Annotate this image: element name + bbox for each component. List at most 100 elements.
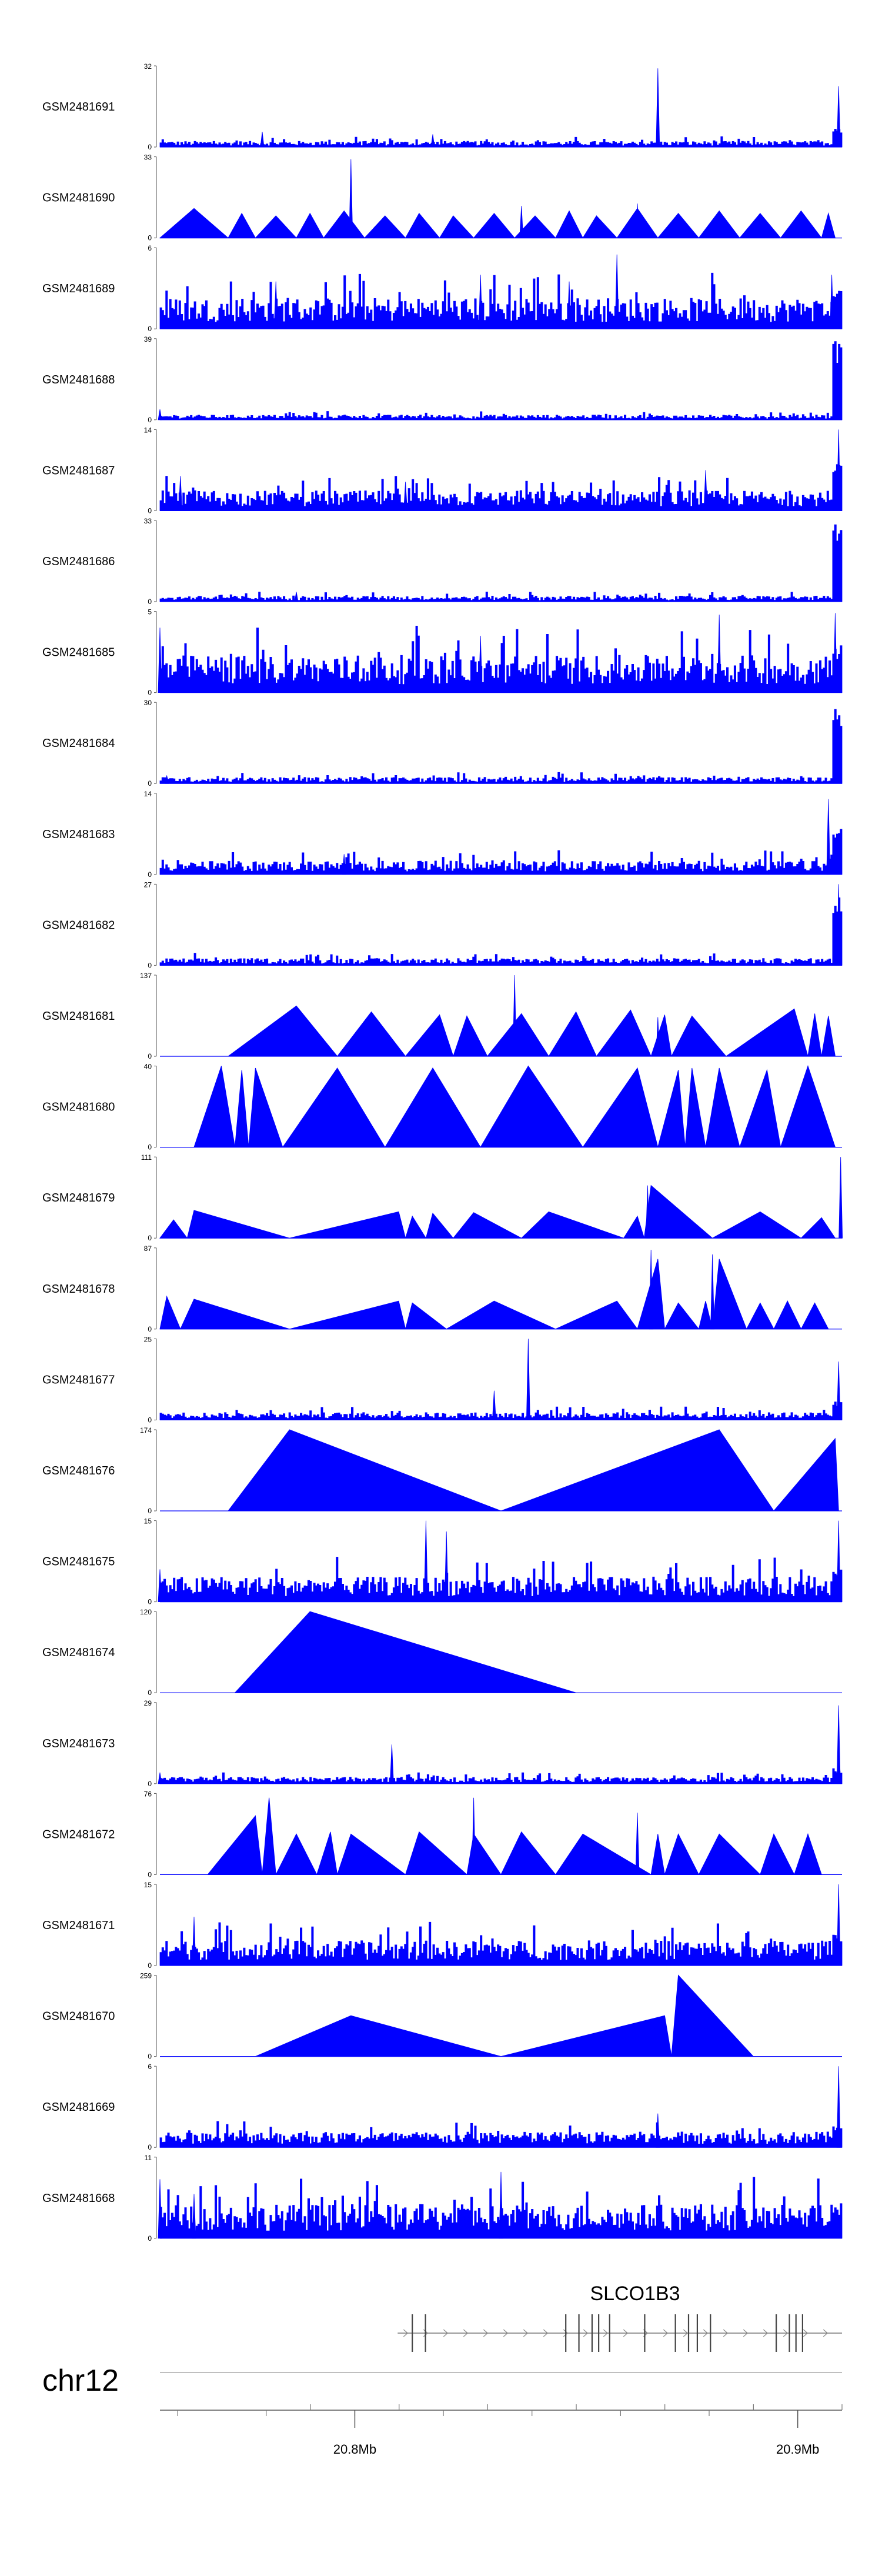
strand-arrow bbox=[503, 2329, 509, 2337]
track-GSM2481687: GSM2481687 14 0 bbox=[42, 426, 843, 515]
coverage-peak bbox=[836, 1520, 841, 1603]
y-tick-label-zero: 0 bbox=[148, 1870, 152, 1878]
y-tick-label-zero: 0 bbox=[148, 143, 152, 151]
y-tick-label-max: 32 bbox=[144, 62, 152, 71]
coverage-area bbox=[159, 1557, 843, 1602]
y-tick-label-max: 33 bbox=[144, 154, 152, 162]
track-label: GSM2481681 bbox=[42, 1010, 115, 1023]
track-GSM2481681: GSM2481681 137 0 bbox=[42, 972, 842, 1060]
y-tick-label-max: 5 bbox=[148, 608, 152, 616]
coverage-area bbox=[207, 1797, 822, 1875]
coverage-peak bbox=[158, 628, 162, 693]
track-label: GSM2481676 bbox=[42, 1464, 115, 1477]
y-tick-label-zero: 0 bbox=[148, 1234, 152, 1242]
coverage-peak bbox=[635, 1813, 640, 1875]
coverage-area bbox=[159, 897, 843, 966]
coverage-area bbox=[159, 272, 843, 329]
y-tick-label-max: 11 bbox=[145, 2154, 152, 2162]
strand-arrow bbox=[583, 2329, 589, 2337]
gene-model bbox=[397, 2314, 842, 2352]
y-tick-label-zero: 0 bbox=[148, 2143, 152, 2151]
y-tick-label-zero: 0 bbox=[148, 234, 152, 242]
track-GSM2481682: GSM2481682 27 0 bbox=[42, 880, 843, 969]
track-label: GSM2481688 bbox=[42, 373, 115, 386]
coverage-peak bbox=[836, 1361, 841, 1420]
y-tick-label-zero: 0 bbox=[148, 1143, 152, 1152]
coverage-area bbox=[159, 341, 843, 421]
y-tick-label-max: 15 bbox=[144, 1517, 152, 1526]
y-tick-label-max: 33 bbox=[144, 517, 152, 525]
y-tick-label-max: 25 bbox=[144, 1335, 152, 1343]
coverage-peak bbox=[389, 1744, 394, 1784]
coverage-peak bbox=[158, 409, 162, 421]
coverage-peak bbox=[499, 2171, 503, 2239]
coverage-peak bbox=[192, 2194, 196, 2239]
coverage-peak bbox=[836, 86, 841, 148]
y-tick-label-max: 6 bbox=[148, 244, 152, 252]
coverage-peak bbox=[526, 1339, 530, 1420]
y-tick-label-max: 29 bbox=[144, 1699, 152, 1707]
coverage-peak bbox=[717, 615, 721, 693]
strand-arrow bbox=[403, 2329, 409, 2337]
track-label: GSM2481671 bbox=[42, 1919, 115, 1932]
coverage-peak bbox=[512, 975, 517, 1057]
y-tick-label-zero: 0 bbox=[148, 1052, 152, 1060]
track-GSM2481690: GSM2481690 33 0 bbox=[42, 154, 842, 242]
y-tick-label-zero: 0 bbox=[148, 1961, 152, 1970]
coverage-area bbox=[159, 1259, 829, 1330]
strand-arrow bbox=[623, 2329, 629, 2337]
axis-ticks: 20.8Mb 20.9Mb bbox=[177, 2404, 843, 2457]
track-GSM2481670: GSM2481670 259 0 bbox=[42, 1972, 842, 2061]
track-label: GSM2481684 bbox=[42, 737, 115, 750]
coverage-peak bbox=[614, 254, 619, 329]
y-tick-label-max: 87 bbox=[144, 1244, 152, 1253]
track-GSM2481679: GSM2481679 111 0 bbox=[42, 1153, 843, 1242]
coverage-area bbox=[159, 524, 843, 602]
track-label: GSM2481683 bbox=[42, 828, 115, 841]
chromosome-label: chr12 bbox=[42, 2364, 119, 2398]
y-tick-label-zero: 0 bbox=[148, 1689, 152, 1697]
y-tick-label-zero: 0 bbox=[148, 598, 152, 606]
track-label: GSM2481675 bbox=[42, 1556, 115, 1569]
strand-arrow bbox=[523, 2329, 529, 2337]
strand-arrow bbox=[483, 2329, 489, 2337]
y-tick-label-max: 174 bbox=[140, 1426, 152, 1434]
y-tick-label-max: 137 bbox=[140, 972, 152, 980]
track-label: GSM2481691 bbox=[42, 101, 115, 114]
track-GSM2481678: GSM2481678 87 0 bbox=[42, 1244, 842, 1333]
y-tick-label-max: 120 bbox=[140, 1608, 152, 1616]
gene-annotation-track: SLCO1B3 bbox=[397, 2283, 842, 2352]
coverage-peak bbox=[430, 134, 435, 148]
track-label: GSM2481678 bbox=[42, 1283, 115, 1296]
y-tick-label-zero: 0 bbox=[148, 1416, 152, 1424]
track-label: GSM2481674 bbox=[42, 1646, 115, 1659]
coverage-area bbox=[159, 626, 843, 693]
strand-arrow bbox=[563, 2329, 569, 2337]
strand-arrow bbox=[603, 2329, 609, 2337]
coverage-area bbox=[159, 1768, 843, 1784]
axis-tick-label: 20.8Mb bbox=[333, 2442, 376, 2457]
coverage-area bbox=[193, 1065, 836, 1148]
track-label: GSM2481687 bbox=[42, 464, 115, 477]
coverage-peak bbox=[836, 1884, 841, 1966]
coverage-peak bbox=[519, 206, 524, 239]
coverage-peak bbox=[260, 132, 265, 148]
gene-label: SLCO1B3 bbox=[590, 2283, 680, 2305]
track-label: GSM2481682 bbox=[42, 919, 115, 932]
y-tick-label-zero: 0 bbox=[148, 506, 152, 515]
track-label: GSM2481669 bbox=[42, 2101, 115, 2114]
coverage-peak bbox=[836, 2066, 841, 2148]
coverage-area bbox=[159, 829, 843, 875]
coverage-area bbox=[159, 709, 843, 784]
genome-axis-track: chr12 20.8Mb 20.9Mb bbox=[42, 2364, 843, 2457]
track-GSM2481680: GSM2481680 40 0 bbox=[42, 1063, 842, 1152]
y-tick-label-max: 15 bbox=[144, 1881, 152, 1889]
track-GSM2481685: GSM2481685 5 0 bbox=[42, 608, 843, 697]
y-tick-label-zero: 0 bbox=[148, 325, 152, 333]
coverage-area bbox=[255, 1974, 754, 2057]
strand-arrow bbox=[463, 2329, 469, 2337]
track-GSM2481674: GSM2481674 120 0 bbox=[42, 1608, 842, 1697]
track-label: GSM2481689 bbox=[42, 282, 115, 295]
coverage-area bbox=[159, 1184, 836, 1239]
y-tick-label-max: 30 bbox=[144, 699, 152, 707]
